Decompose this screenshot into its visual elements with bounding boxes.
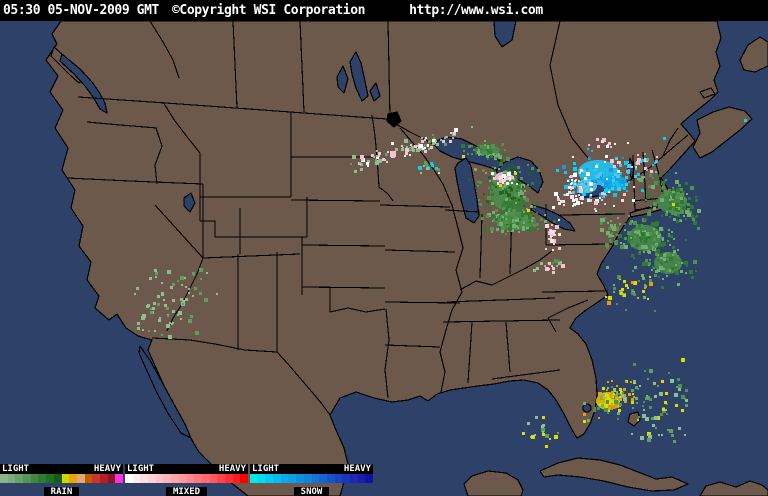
url-text: http://www.wsi.com	[409, 3, 543, 18]
prince-edward-island	[699, 87, 716, 99]
lake-winnipeg	[349, 51, 369, 102]
timestamp-text: 05:30 05-NOV-2009 GMT	[3, 3, 159, 18]
landmass	[45, 20, 768, 496]
yucatan	[463, 470, 524, 496]
lake-manitoba	[369, 82, 381, 102]
lake-michigan	[454, 157, 480, 224]
james-bay	[493, 20, 517, 48]
cuba	[539, 457, 689, 492]
lake-winnipegosis	[336, 65, 349, 94]
header-bar: 05:30 05-NOV-2009 GMT ©Copyright WSI Cor…	[0, 0, 768, 21]
nova-scotia	[692, 106, 753, 159]
lake-of-the-woods	[386, 111, 402, 128]
newfoundland	[739, 36, 768, 73]
andros-island	[627, 411, 641, 427]
lake-okeechobee	[582, 403, 592, 413]
hispaniola	[699, 480, 768, 496]
precipitation-layer	[134, 119, 747, 448]
state-borders	[66, 20, 689, 416]
lake-erie	[530, 204, 576, 232]
gulf-of-california	[138, 345, 192, 439]
great-salt-lake	[183, 192, 196, 213]
copyright-text: ©Copyright WSI Corporation	[171, 3, 366, 18]
